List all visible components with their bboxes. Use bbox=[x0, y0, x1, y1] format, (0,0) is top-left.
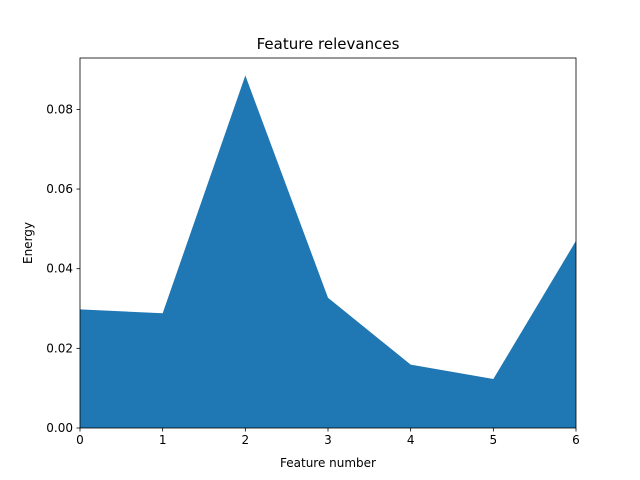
x-tick-label: 1 bbox=[159, 433, 167, 447]
y-tick-label: 0.08 bbox=[46, 102, 73, 116]
x-tick-label: 5 bbox=[490, 433, 498, 447]
x-tick-label: 2 bbox=[242, 433, 250, 447]
x-tick-label: 0 bbox=[76, 433, 84, 447]
x-tick-label: 3 bbox=[324, 433, 332, 447]
x-axis-label: Feature number bbox=[280, 456, 376, 470]
x-tick-label: 4 bbox=[407, 433, 415, 447]
x-tick-label: 6 bbox=[572, 433, 580, 447]
x-axis: 0 1 2 3 4 5 6 bbox=[76, 428, 580, 447]
area-layer bbox=[80, 75, 576, 428]
y-tick-label: 0.02 bbox=[46, 341, 73, 355]
y-axis: 0.00 0.02 0.04 0.06 0.08 bbox=[46, 102, 80, 435]
y-tick-label: 0.06 bbox=[46, 182, 73, 196]
chart-title: Feature relevances bbox=[257, 35, 400, 53]
y-tick-label: 0.00 bbox=[46, 421, 73, 435]
area-series bbox=[80, 75, 576, 428]
y-axis-label: Energy bbox=[21, 222, 35, 264]
y-tick-label: 0.04 bbox=[46, 262, 73, 276]
